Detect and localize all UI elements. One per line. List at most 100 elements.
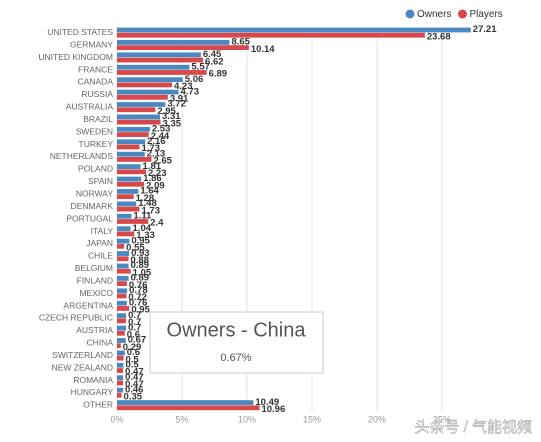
bar bbox=[117, 362, 124, 368]
bar bbox=[117, 144, 140, 150]
value-label: 0.78 bbox=[129, 285, 148, 296]
category-label: ITALY bbox=[91, 226, 114, 236]
value-label: 0.46 bbox=[125, 384, 144, 395]
category-label: BELGIUM bbox=[75, 263, 113, 273]
category-label: FRANCE bbox=[78, 64, 113, 74]
bar bbox=[117, 126, 150, 132]
bar bbox=[117, 82, 172, 88]
value-label: 0.76 bbox=[129, 280, 148, 291]
value-label: 0.29 bbox=[123, 342, 141, 353]
legend-swatch bbox=[457, 9, 467, 19]
value-label: 1.73 bbox=[141, 205, 160, 216]
value-label: 2.95 bbox=[157, 106, 176, 117]
category-label: AUSTRALIA bbox=[66, 102, 114, 112]
bar bbox=[117, 263, 129, 269]
bar bbox=[117, 102, 166, 107]
bar bbox=[117, 238, 130, 244]
bar bbox=[117, 387, 123, 393]
value-label: 0.35 bbox=[124, 392, 143, 403]
tooltip-value: 0.67% bbox=[220, 352, 251, 364]
bar bbox=[117, 380, 124, 386]
value-label: 2.44 bbox=[151, 131, 170, 142]
value-label: 0.7 bbox=[128, 322, 141, 333]
value-label: 0.7 bbox=[128, 317, 141, 328]
bar bbox=[117, 231, 135, 237]
category-label: MEXICO bbox=[79, 288, 113, 298]
category-label: UNITED KINGDOM bbox=[38, 52, 113, 62]
bar bbox=[117, 318, 127, 324]
value-label: 27.21 bbox=[473, 24, 497, 35]
category-label: BRAZIL bbox=[83, 114, 113, 124]
category-label: NETHERLANDS bbox=[50, 151, 114, 161]
category-label: CHINA bbox=[87, 338, 114, 348]
category-label: AUSTRIA bbox=[76, 325, 113, 335]
value-label: 0.89 bbox=[131, 273, 150, 284]
bar bbox=[117, 256, 129, 262]
category-label: OTHER bbox=[83, 400, 113, 410]
value-label: 5.57 bbox=[191, 61, 210, 72]
bar bbox=[117, 219, 149, 224]
value-label: 23.68 bbox=[427, 31, 451, 42]
value-label: 2.4 bbox=[150, 218, 164, 229]
value-label: 1.64 bbox=[140, 186, 159, 197]
category-label: SWEDEN bbox=[76, 126, 113, 136]
legend-label: Players bbox=[469, 9, 502, 20]
value-label: 2.09 bbox=[146, 180, 165, 191]
value-label: 5.06 bbox=[185, 74, 204, 85]
legend-swatch bbox=[405, 9, 415, 19]
bar bbox=[117, 27, 471, 33]
value-label: 2.65 bbox=[153, 156, 172, 167]
x-tick-label: 15% bbox=[303, 414, 321, 424]
x-tick-label: 20% bbox=[368, 414, 386, 424]
value-label: 1.11 bbox=[133, 211, 152, 222]
category-label: PORTUGAL bbox=[66, 213, 113, 223]
bar bbox=[117, 206, 140, 212]
value-label: 0.47 bbox=[125, 379, 144, 390]
bar bbox=[117, 57, 204, 63]
value-label: 0.47 bbox=[125, 372, 144, 383]
bar bbox=[117, 70, 207, 75]
value-label: 0.89 bbox=[131, 260, 150, 271]
bar bbox=[117, 288, 128, 294]
value-label: 1.04 bbox=[133, 223, 152, 234]
value-label: 0.5 bbox=[126, 354, 140, 365]
value-label: 1.33 bbox=[136, 230, 155, 241]
watermark: 头条号 / 气能视频 bbox=[414, 419, 532, 436]
bar bbox=[117, 343, 121, 349]
bar bbox=[117, 275, 129, 281]
value-label: 3.72 bbox=[167, 99, 186, 110]
value-label: 0.6 bbox=[127, 347, 140, 358]
bar bbox=[117, 94, 168, 100]
bar bbox=[117, 189, 139, 194]
bar bbox=[117, 375, 124, 381]
category-label: SWITZERLAND bbox=[52, 350, 113, 360]
value-label: 10.49 bbox=[255, 397, 279, 408]
value-label: 0.76 bbox=[129, 297, 148, 308]
bar bbox=[117, 400, 254, 405]
bar bbox=[117, 213, 132, 219]
category-label: NORWAY bbox=[76, 189, 113, 199]
bar bbox=[117, 251, 130, 256]
bar bbox=[117, 293, 127, 299]
category-label: FINLAND bbox=[77, 275, 113, 285]
value-label: 4.73 bbox=[180, 86, 199, 97]
value-label: 0.47 bbox=[125, 367, 144, 378]
bar bbox=[117, 151, 145, 157]
x-tick-label: 0% bbox=[110, 414, 123, 424]
category-label: CANADA bbox=[78, 77, 114, 87]
bar bbox=[117, 355, 124, 361]
value-label: 0.88 bbox=[130, 255, 149, 266]
value-label: 0.95 bbox=[131, 235, 150, 246]
bar bbox=[117, 281, 127, 286]
bar bbox=[117, 119, 161, 125]
bar bbox=[117, 176, 142, 182]
bar bbox=[117, 181, 145, 187]
bar bbox=[117, 201, 137, 207]
value-label: 0.72 bbox=[128, 292, 147, 303]
bar bbox=[117, 139, 146, 145]
value-label: 3.31 bbox=[162, 111, 181, 122]
value-label: 1.86 bbox=[143, 173, 162, 184]
legend-label: Owners bbox=[417, 9, 451, 20]
bar bbox=[117, 268, 131, 274]
bar bbox=[117, 52, 201, 58]
